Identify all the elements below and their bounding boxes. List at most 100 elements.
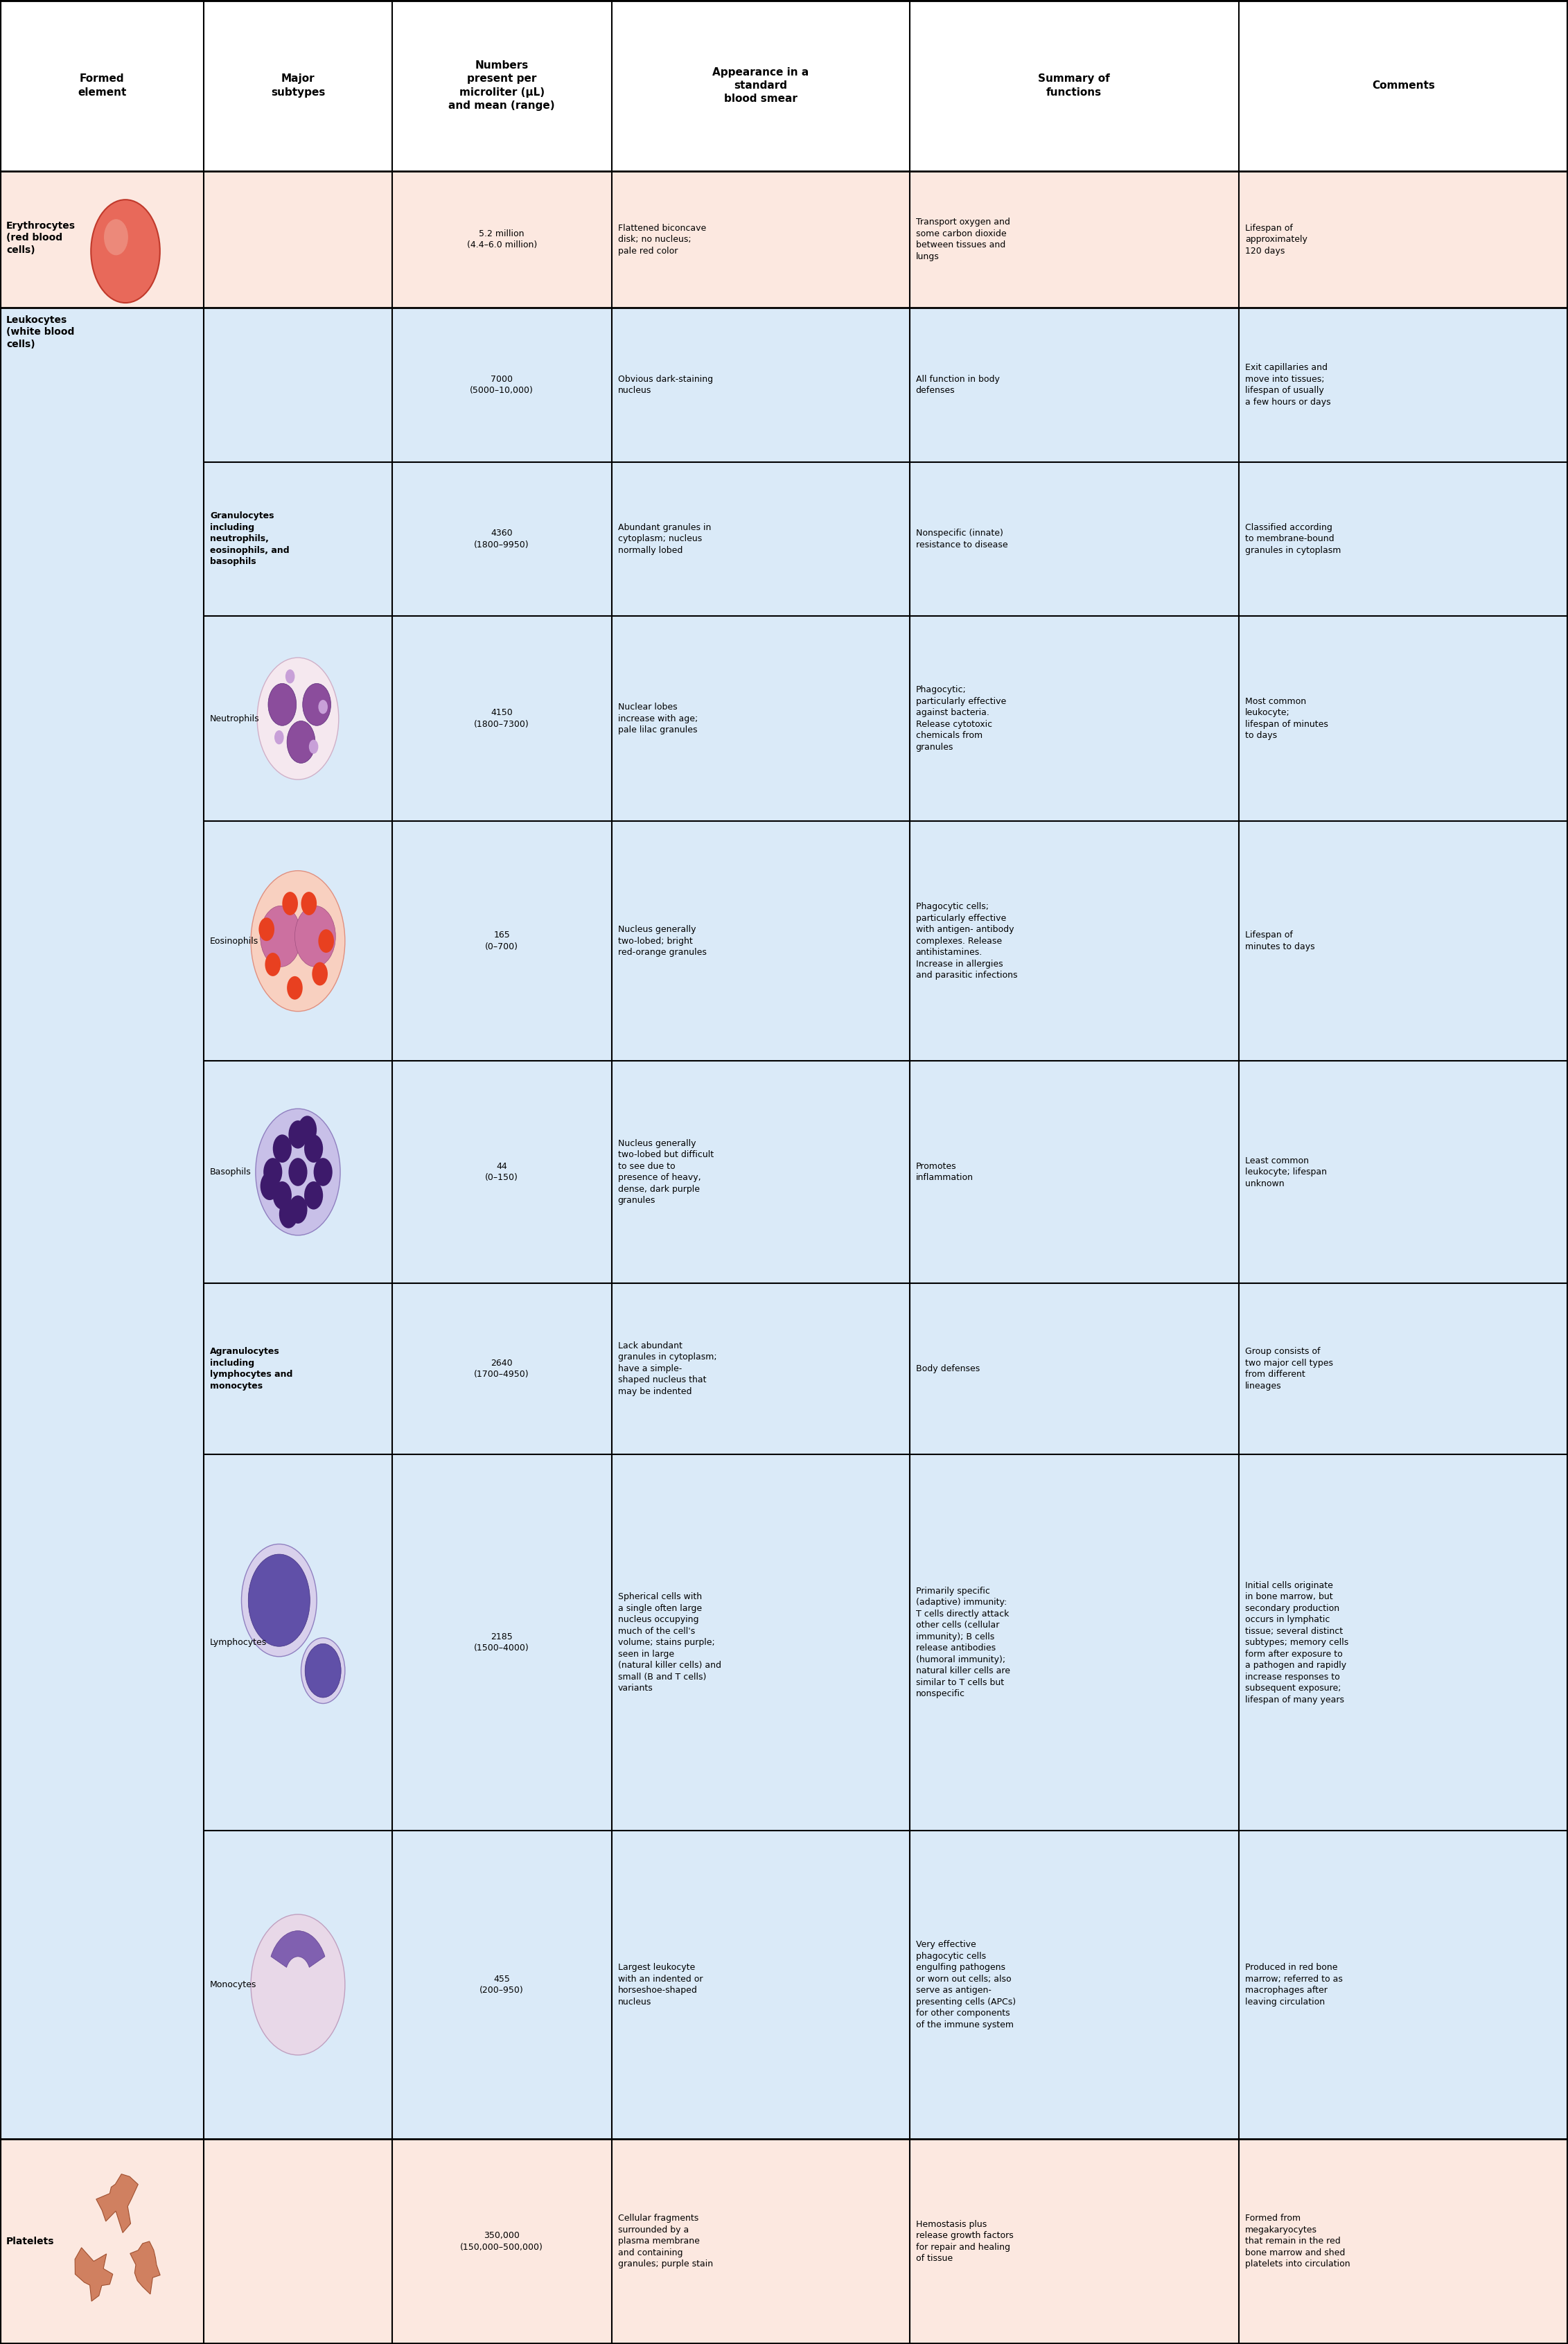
Circle shape	[312, 961, 328, 984]
Text: Major
subtypes: Major subtypes	[271, 73, 325, 98]
Circle shape	[298, 1116, 317, 1144]
Circle shape	[318, 928, 334, 952]
Circle shape	[306, 1643, 340, 1697]
Circle shape	[287, 975, 303, 999]
Bar	[0, 0, 1568, 171]
Circle shape	[248, 1554, 310, 1645]
Text: Appearance in a
standard
blood smear: Appearance in a standard blood smear	[712, 68, 809, 103]
Circle shape	[301, 891, 317, 914]
Text: Lifespan of
minutes to days: Lifespan of minutes to days	[1245, 931, 1314, 952]
Text: 350,000
(150,000–500,000): 350,000 (150,000–500,000)	[461, 2231, 543, 2253]
Text: Granulocytes
including
neutrophils,
eosinophils, and
basophils: Granulocytes including neutrophils, eosi…	[210, 511, 290, 567]
Circle shape	[273, 1134, 292, 1163]
Text: Nucleus generally
two-lobed; bright
red-orange granules: Nucleus generally two-lobed; bright red-…	[618, 926, 707, 956]
Bar	[0, 2138, 1568, 2344]
Circle shape	[289, 1195, 307, 1224]
Text: 455
(200–950): 455 (200–950)	[480, 1974, 524, 1995]
Circle shape	[314, 1158, 332, 1186]
Text: Comments: Comments	[1372, 80, 1435, 91]
Text: 2185
(1500–4000): 2185 (1500–4000)	[474, 1631, 530, 1653]
Circle shape	[274, 731, 284, 745]
Text: Lifespan of
approximately
120 days: Lifespan of approximately 120 days	[1245, 223, 1308, 255]
Text: Leukocytes
(white blood
cells): Leukocytes (white blood cells)	[6, 314, 74, 349]
Text: Erythrocytes
(red blood
cells): Erythrocytes (red blood cells)	[6, 220, 75, 255]
Text: Group consists of
two major cell types
from different
lineages: Group consists of two major cell types f…	[1245, 1348, 1333, 1390]
Text: 165
(0–700): 165 (0–700)	[485, 931, 519, 952]
Text: All function in body
defenses: All function in body defenses	[916, 375, 999, 396]
Text: Agranulocytes
including
lymphocytes and
monocytes: Agranulocytes including lymphocytes and …	[210, 1348, 293, 1390]
Text: Obvious dark-staining
nucleus: Obvious dark-staining nucleus	[618, 375, 713, 396]
Text: Phagocytic;
particularly effective
against bacteria.
Release cytotoxic
chemicals: Phagocytic; particularly effective again…	[916, 684, 1007, 752]
Circle shape	[301, 1638, 345, 1704]
Circle shape	[279, 1200, 298, 1228]
Text: Nuclear lobes
increase with age;
pale lilac granules: Nuclear lobes increase with age; pale li…	[618, 703, 698, 734]
Circle shape	[257, 659, 339, 781]
Text: Body defenses: Body defenses	[916, 1364, 980, 1374]
Circle shape	[103, 218, 129, 255]
Circle shape	[303, 684, 331, 727]
Text: 4360
(1800–9950): 4360 (1800–9950)	[474, 530, 530, 548]
Text: Transport oxygen and
some carbon dioxide
between tissues and
lungs: Transport oxygen and some carbon dioxide…	[916, 218, 1010, 260]
Text: Classified according
to membrane-bound
granules in cytoplasm: Classified according to membrane-bound g…	[1245, 523, 1341, 556]
Text: Produced in red bone
marrow; referred to as
macrophages after
leaving circulatio: Produced in red bone marrow; referred to…	[1245, 1962, 1342, 2006]
Polygon shape	[96, 2173, 138, 2234]
Text: Primarily specific
(adaptive) immunity:
T cells directly attack
other cells (cel: Primarily specific (adaptive) immunity: …	[916, 1587, 1010, 1699]
Text: 4150
(1800–7300): 4150 (1800–7300)	[474, 708, 530, 729]
Circle shape	[265, 952, 281, 975]
Text: Lymphocytes: Lymphocytes	[210, 1638, 267, 1648]
Text: Platelets: Platelets	[6, 2236, 55, 2246]
Circle shape	[289, 1120, 307, 1149]
Text: 7000
(5000–10,000): 7000 (5000–10,000)	[470, 375, 533, 396]
Circle shape	[268, 684, 296, 727]
Text: Least common
leukocyte; lifespan
unknown: Least common leukocyte; lifespan unknown	[1245, 1156, 1327, 1188]
Text: Spherical cells with
a single often large
nucleus occupying
much of the cell's
v: Spherical cells with a single often larg…	[618, 1592, 721, 1692]
Text: 44
(0–150): 44 (0–150)	[485, 1163, 519, 1181]
Bar	[0, 171, 1568, 307]
Text: Eosinophils: Eosinophils	[210, 938, 259, 945]
Circle shape	[259, 917, 274, 940]
Circle shape	[287, 722, 315, 764]
Polygon shape	[130, 2241, 160, 2295]
Text: Flattened biconcave
disk; no nucleus;
pale red color: Flattened biconcave disk; no nucleus; pa…	[618, 223, 706, 255]
Circle shape	[241, 1545, 317, 1657]
Text: Largest leukocyte
with an indented or
horseshoe-shaped
nucleus: Largest leukocyte with an indented or ho…	[618, 1962, 702, 2006]
Text: Formed from
megakaryocytes
that remain in the red
bone marrow and shed
platelets: Formed from megakaryocytes that remain i…	[1245, 2215, 1350, 2269]
Text: Basophils: Basophils	[210, 1167, 251, 1177]
Text: Cellular fragments
surrounded by a
plasma membrane
and containing
granules; purp: Cellular fragments surrounded by a plasm…	[618, 2215, 713, 2269]
Text: Numbers
present per
microliter (μL)
and mean (range): Numbers present per microliter (μL) and …	[448, 61, 555, 110]
Text: Hemostasis plus
release growth factors
for repair and healing
of tissue: Hemostasis plus release growth factors f…	[916, 2220, 1013, 2262]
Text: Very effective
phagocytic cells
engulfing pathogens
or worn out cells; also
serv: Very effective phagocytic cells engulfin…	[916, 1941, 1016, 2030]
Text: Nucleus generally
two-lobed but difficult
to see due to
presence of heavy,
dense: Nucleus generally two-lobed but difficul…	[618, 1139, 713, 1205]
Circle shape	[304, 1134, 323, 1163]
Circle shape	[263, 1158, 282, 1186]
Circle shape	[318, 701, 328, 715]
Wedge shape	[271, 1931, 325, 1967]
Circle shape	[273, 1181, 292, 1210]
Text: Nonspecific (innate)
resistance to disease: Nonspecific (innate) resistance to disea…	[916, 530, 1008, 548]
Text: Neutrophils: Neutrophils	[210, 715, 260, 722]
Text: 2640
(1700–4950): 2640 (1700–4950)	[474, 1360, 530, 1378]
Polygon shape	[75, 2248, 113, 2302]
Text: Phagocytic cells;
particularly effective
with antigen- antibody
complexes. Relea: Phagocytic cells; particularly effective…	[916, 902, 1018, 980]
Text: Abundant granules in
cytoplasm; nucleus
normally lobed: Abundant granules in cytoplasm; nucleus …	[618, 523, 710, 556]
Text: Most common
leukocyte;
lifespan of minutes
to days: Most common leukocyte; lifespan of minut…	[1245, 696, 1328, 741]
Circle shape	[91, 199, 160, 302]
Circle shape	[295, 905, 336, 966]
Circle shape	[260, 1172, 279, 1200]
Circle shape	[289, 1158, 307, 1186]
Circle shape	[260, 905, 301, 966]
Bar	[0, 307, 1568, 2138]
Circle shape	[251, 870, 345, 1010]
Text: 5.2 million
(4.4–6.0 million): 5.2 million (4.4–6.0 million)	[467, 230, 536, 251]
Circle shape	[256, 1109, 340, 1235]
Circle shape	[285, 670, 295, 684]
Text: Initial cells originate
in bone marrow, but
secondary production
occurs in lymph: Initial cells originate in bone marrow, …	[1245, 1580, 1348, 1704]
Circle shape	[309, 741, 318, 755]
Text: Lack abundant
granules in cytoplasm;
have a simple-
shaped nucleus that
may be i: Lack abundant granules in cytoplasm; hav…	[618, 1341, 717, 1397]
Text: Monocytes: Monocytes	[210, 1981, 257, 1990]
Text: Exit capillaries and
move into tissues;
lifespan of usually
a few hours or days: Exit capillaries and move into tissues; …	[1245, 363, 1331, 406]
Text: Formed
element: Formed element	[77, 73, 127, 98]
Text: Summary of
functions: Summary of functions	[1038, 73, 1110, 98]
Circle shape	[251, 1915, 345, 2056]
Circle shape	[282, 891, 298, 914]
